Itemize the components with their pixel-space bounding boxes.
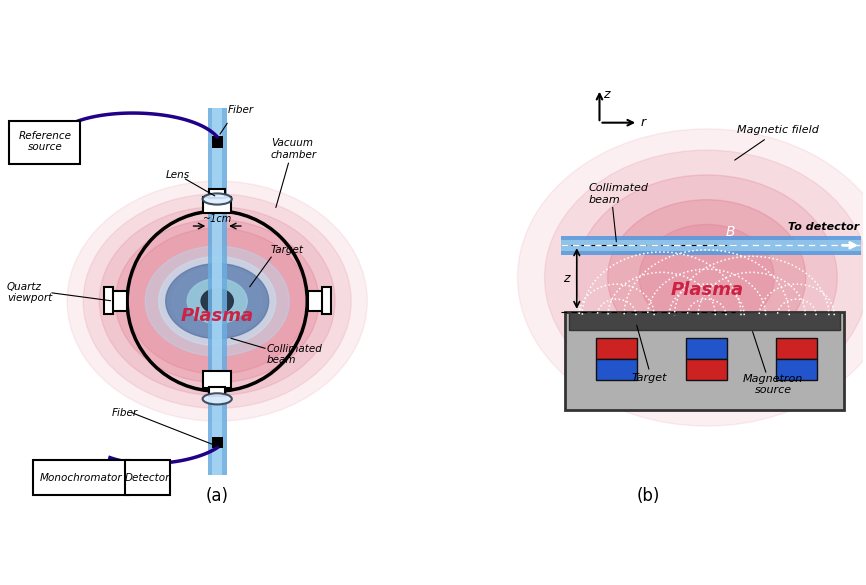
Ellipse shape: [545, 150, 866, 405]
Text: (b): (b): [637, 487, 661, 505]
Bar: [210, 189, 225, 198]
Text: Target: Target: [271, 245, 304, 254]
Bar: [777, 359, 818, 380]
Bar: [561, 236, 861, 254]
Text: Fiber: Fiber: [112, 408, 139, 418]
Bar: [687, 359, 727, 380]
Ellipse shape: [203, 194, 232, 205]
Text: Vacuum
chamber: Vacuum chamber: [271, 138, 317, 160]
Text: Plasma: Plasma: [181, 307, 254, 325]
Ellipse shape: [126, 228, 308, 374]
Ellipse shape: [67, 181, 367, 421]
Text: Collimated
beam: Collimated beam: [267, 344, 322, 366]
Text: Collimated
beam: Collimated beam: [589, 183, 649, 205]
Ellipse shape: [187, 278, 247, 324]
Text: z: z: [563, 272, 569, 285]
Ellipse shape: [576, 175, 837, 380]
Ellipse shape: [145, 246, 289, 356]
Ellipse shape: [639, 225, 774, 331]
Bar: [210, 387, 225, 396]
Ellipse shape: [203, 393, 232, 404]
Ellipse shape: [201, 288, 233, 314]
Bar: [569, 312, 841, 330]
Text: Fiber: Fiber: [228, 105, 254, 115]
Bar: [208, 108, 227, 475]
Bar: [565, 312, 844, 411]
Bar: [204, 371, 231, 388]
Ellipse shape: [83, 194, 352, 408]
Bar: [561, 240, 861, 251]
Text: r: r: [640, 116, 645, 129]
Text: To detector: To detector: [788, 222, 859, 232]
Bar: [104, 287, 113, 314]
Bar: [212, 108, 223, 475]
Bar: [687, 338, 727, 359]
Text: ~1cm: ~1cm: [203, 214, 232, 224]
Text: Magnetron
source: Magnetron source: [743, 374, 804, 395]
Bar: [308, 291, 323, 311]
Ellipse shape: [518, 129, 866, 426]
Text: Detector: Detector: [125, 473, 170, 483]
Bar: [112, 291, 126, 311]
Text: Target: Target: [631, 373, 667, 383]
Bar: [211, 136, 223, 147]
Text: z: z: [603, 88, 610, 101]
Ellipse shape: [608, 199, 805, 355]
Text: Plasma: Plasma: [670, 281, 743, 300]
Text: Monochromator: Monochromator: [40, 473, 122, 483]
Bar: [211, 436, 223, 448]
Text: Magnetic fileld: Magnetic fileld: [736, 125, 818, 135]
Text: Quartz
viewport: Quartz viewport: [7, 282, 52, 303]
Text: (a): (a): [206, 487, 229, 505]
Text: B: B: [726, 225, 735, 239]
FancyBboxPatch shape: [10, 121, 80, 164]
Ellipse shape: [165, 264, 268, 339]
Ellipse shape: [158, 256, 275, 346]
FancyBboxPatch shape: [33, 460, 129, 495]
Bar: [777, 338, 818, 359]
Text: Reference
source: Reference source: [18, 131, 71, 152]
Text: Lens: Lens: [165, 170, 190, 180]
Ellipse shape: [172, 267, 262, 335]
Bar: [597, 359, 637, 380]
Ellipse shape: [100, 207, 335, 395]
Bar: [204, 197, 231, 213]
Ellipse shape: [115, 219, 319, 383]
FancyBboxPatch shape: [125, 460, 170, 495]
Bar: [597, 338, 637, 359]
Bar: [322, 287, 332, 314]
